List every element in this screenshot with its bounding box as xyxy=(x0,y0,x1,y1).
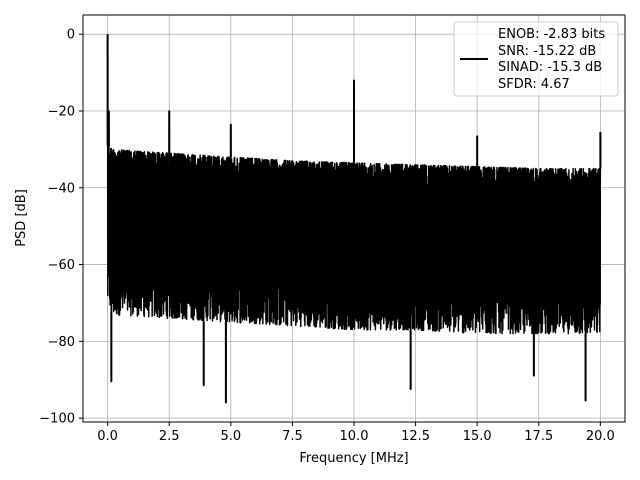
x-tick-label: 12.5 xyxy=(401,429,430,444)
legend-line-snr: SNR: -15.22 dB xyxy=(498,44,596,59)
x-tick-label: 5.0 xyxy=(220,429,241,444)
y-tick-label: −80 xyxy=(48,335,75,350)
legend: ENOB: -2.83 bits SNR: -15.22 dB SINAD: -… xyxy=(453,21,619,97)
y-axis-label: PSD [dB] xyxy=(14,189,29,247)
x-tick-label: 0.0 xyxy=(97,429,118,444)
y-tick-label: −20 xyxy=(48,104,75,119)
psd-series xyxy=(106,34,602,404)
x-tick-label: 7.5 xyxy=(282,429,303,444)
x-tick-label: 15.0 xyxy=(463,429,492,444)
x-axis-ticks: 0.0 2.5 5.0 7.5 10.0 12.5 15.0 17.5 20.0 xyxy=(97,422,615,444)
x-tick-label: 10.0 xyxy=(340,429,369,444)
x-tick-label: 2.5 xyxy=(159,429,180,444)
y-tick-label: −60 xyxy=(48,258,75,273)
legend-box xyxy=(453,21,619,97)
y-tick-label: −40 xyxy=(48,181,75,196)
legend-line-sinad: SINAD: -15.3 dB xyxy=(498,60,602,75)
legend-line-sfdr: SFDR: 4.67 xyxy=(498,77,570,92)
y-tick-label: −100 xyxy=(39,412,75,427)
x-axis-label: Frequency [MHz] xyxy=(299,451,408,466)
x-tick-label: 17.5 xyxy=(524,429,553,444)
x-tick-label: 20.0 xyxy=(586,429,615,444)
legend-line-enob: ENOB: -2.83 bits xyxy=(498,27,605,42)
psd-trace-line xyxy=(106,34,602,404)
y-tick-label: 0 xyxy=(67,28,75,43)
y-axis-ticks: 0 −20 −40 −60 −80 −100 xyxy=(39,28,83,427)
